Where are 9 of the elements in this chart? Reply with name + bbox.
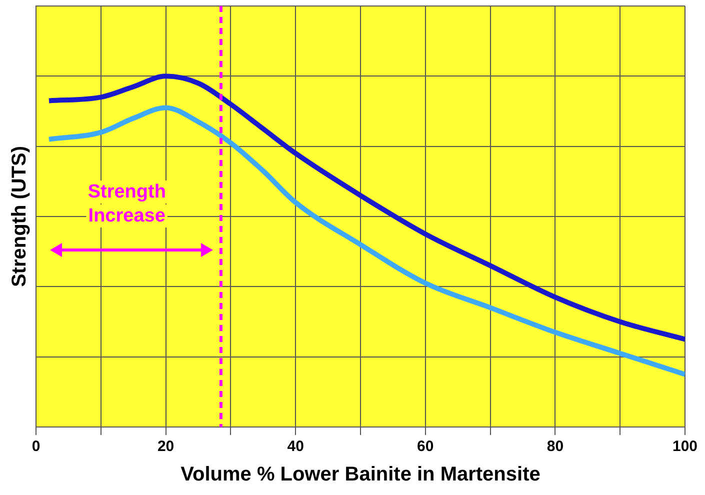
x-axis-title: Volume % Lower Bainite in Martensite [180, 464, 540, 486]
x-tick-label: 40 [287, 438, 304, 456]
x-tick-label: 60 [417, 438, 434, 456]
y-axis-title: Strength (UTS) [8, 146, 31, 288]
x-tick-label: 80 [546, 438, 564, 456]
x-tick-label: 100 [672, 438, 698, 456]
annotation: Strength Increase [88, 182, 166, 227]
x-tick-label: 20 [157, 438, 174, 456]
x-tick-label: 0 [32, 438, 40, 456]
